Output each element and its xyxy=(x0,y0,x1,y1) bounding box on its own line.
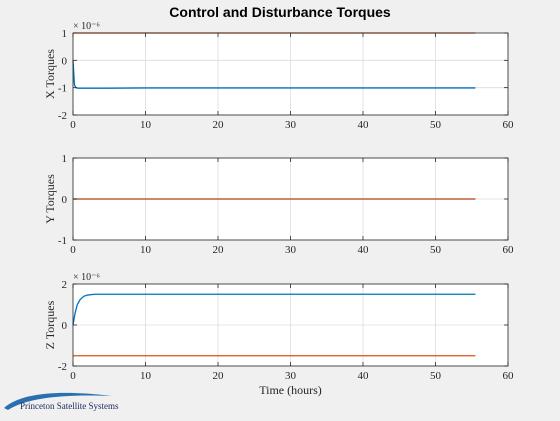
y-tick-label: 0 xyxy=(62,194,68,206)
x-tick-label: 40 xyxy=(358,244,370,256)
x-tick-label: 60 xyxy=(503,244,515,256)
x-tick-label: 30 xyxy=(285,370,297,382)
y-tick-label: 2 xyxy=(62,279,68,291)
y-tick-label: -2 xyxy=(58,361,67,373)
y-tick-label: -2 xyxy=(58,110,67,122)
logo-text: Princeton Satellite Systems xyxy=(20,401,119,411)
y-axis-label: Y Torques xyxy=(43,174,57,224)
x-tick-label: 40 xyxy=(358,370,370,382)
company-logo: Princeton Satellite Systems xyxy=(2,390,142,416)
x-tick-label: 0 xyxy=(70,370,76,382)
y-tick-label: 0 xyxy=(62,55,68,67)
y-tick-label: 1 xyxy=(62,153,68,165)
x-tick-label: 60 xyxy=(503,370,515,382)
x-tick-label: 20 xyxy=(213,244,225,256)
y-exponent-label: × 10⁻⁶ xyxy=(73,272,100,283)
y-tick-label: -1 xyxy=(58,235,67,247)
x-tick-label: 50 xyxy=(430,370,442,382)
x-tick-label: 50 xyxy=(430,244,442,256)
x-tick-label: 20 xyxy=(213,370,225,382)
logo-swoosh-icon xyxy=(4,392,112,410)
y-tick-label: -1 xyxy=(58,83,67,95)
x-tick-label: 30 xyxy=(285,244,297,256)
x-tick-label: 10 xyxy=(140,244,152,256)
y-tick-label: 0 xyxy=(62,320,68,332)
x-tick-label: 60 xyxy=(503,119,515,131)
x-tick-label: 20 xyxy=(213,119,225,131)
x-tick-label: 0 xyxy=(70,244,76,256)
series-line-1 xyxy=(72,293,476,326)
axes-1: 0 10 20 30 40 50 60 -2 -1 0 1 × 10⁻⁶ X Torques xyxy=(43,21,514,131)
y-axis-label: X Torques xyxy=(43,49,57,99)
x-tick-label: 10 xyxy=(140,370,152,382)
figure-title: Control and Disturbance Torques xyxy=(169,4,391,20)
x-tick-label: 30 xyxy=(285,119,297,131)
y-exponent-label: × 10⁻⁶ xyxy=(73,21,100,32)
x-tick-label: 0 xyxy=(70,119,76,131)
x-tick-label: 10 xyxy=(140,119,152,131)
y-axis-label: Z Torques xyxy=(43,300,57,349)
y-tick-label: 1 xyxy=(62,28,68,40)
x-tick-label: 40 xyxy=(358,119,370,131)
x-tick-label: 50 xyxy=(430,119,442,131)
x-axis-label: Time (hours) xyxy=(259,383,322,397)
